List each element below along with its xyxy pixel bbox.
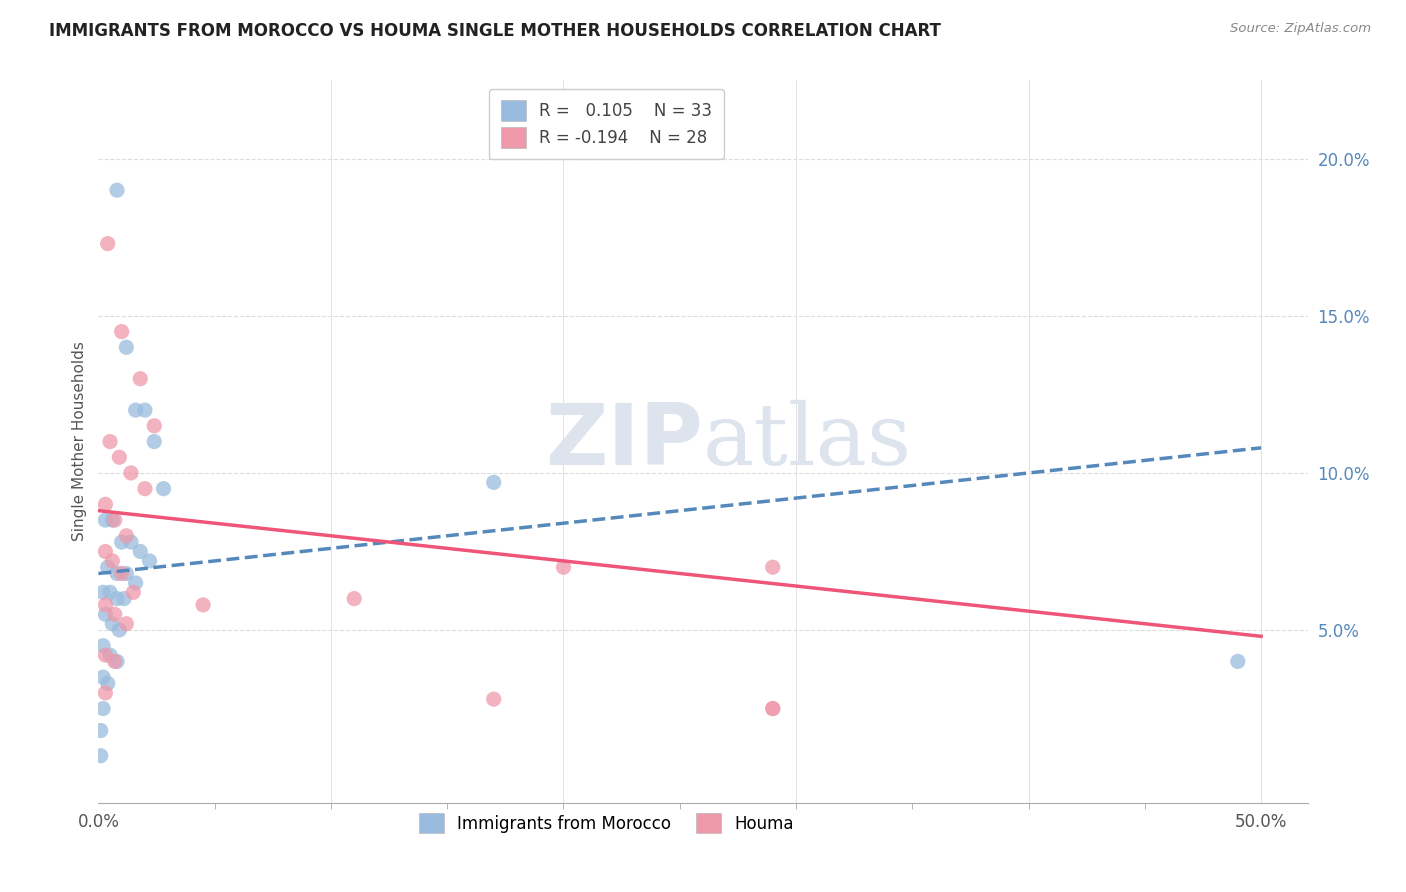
Point	[111, 325, 134, 339]
Point	[97, 236, 120, 251]
Point	[143, 434, 166, 449]
Point	[101, 616, 124, 631]
Point	[105, 566, 128, 581]
Point	[343, 591, 366, 606]
Point	[129, 544, 152, 558]
Point	[111, 566, 134, 581]
Point	[1226, 655, 1249, 669]
Point	[94, 607, 117, 622]
Point	[115, 616, 138, 631]
Point	[90, 748, 112, 763]
Point	[94, 598, 117, 612]
Point	[94, 648, 117, 662]
Point	[124, 575, 146, 590]
Point	[482, 475, 505, 490]
Point	[124, 403, 146, 417]
Point	[91, 670, 114, 684]
Point	[104, 655, 127, 669]
Point	[94, 497, 117, 511]
Point	[94, 544, 117, 558]
Point	[91, 585, 114, 599]
Point	[115, 566, 138, 581]
Point	[91, 701, 114, 715]
Text: atlas: atlas	[703, 400, 912, 483]
Point	[105, 183, 128, 197]
Point	[94, 686, 117, 700]
Point	[108, 450, 131, 465]
Point	[138, 554, 160, 568]
Point	[143, 418, 166, 433]
Point	[762, 701, 785, 715]
Point	[152, 482, 174, 496]
Point	[101, 513, 124, 527]
Point	[101, 554, 124, 568]
Point	[482, 692, 505, 706]
Point	[98, 585, 121, 599]
Point	[762, 560, 785, 574]
Point	[94, 513, 117, 527]
Point	[111, 535, 134, 549]
Point	[97, 560, 120, 574]
Point	[91, 639, 114, 653]
Point	[104, 607, 127, 622]
Y-axis label: Single Mother Households: Single Mother Households	[72, 342, 87, 541]
Point	[120, 466, 142, 480]
Point	[120, 535, 142, 549]
Point	[112, 591, 135, 606]
Point	[97, 676, 120, 690]
Point	[108, 623, 131, 637]
Point	[191, 598, 214, 612]
Point	[129, 372, 152, 386]
Point	[134, 482, 156, 496]
Point	[553, 560, 575, 574]
Point	[90, 723, 112, 738]
Point	[105, 591, 128, 606]
Point	[134, 403, 156, 417]
Point	[115, 529, 138, 543]
Point	[122, 585, 145, 599]
Text: Source: ZipAtlas.com: Source: ZipAtlas.com	[1230, 22, 1371, 36]
Text: IMMIGRANTS FROM MOROCCO VS HOUMA SINGLE MOTHER HOUSEHOLDS CORRELATION CHART: IMMIGRANTS FROM MOROCCO VS HOUMA SINGLE …	[49, 22, 941, 40]
Text: ZIP: ZIP	[546, 400, 703, 483]
Point	[104, 513, 127, 527]
Point	[98, 648, 121, 662]
Point	[105, 655, 128, 669]
Point	[115, 340, 138, 354]
Legend: Immigrants from Morocco, Houma: Immigrants from Morocco, Houma	[406, 801, 806, 845]
Point	[762, 701, 785, 715]
Point	[98, 434, 121, 449]
